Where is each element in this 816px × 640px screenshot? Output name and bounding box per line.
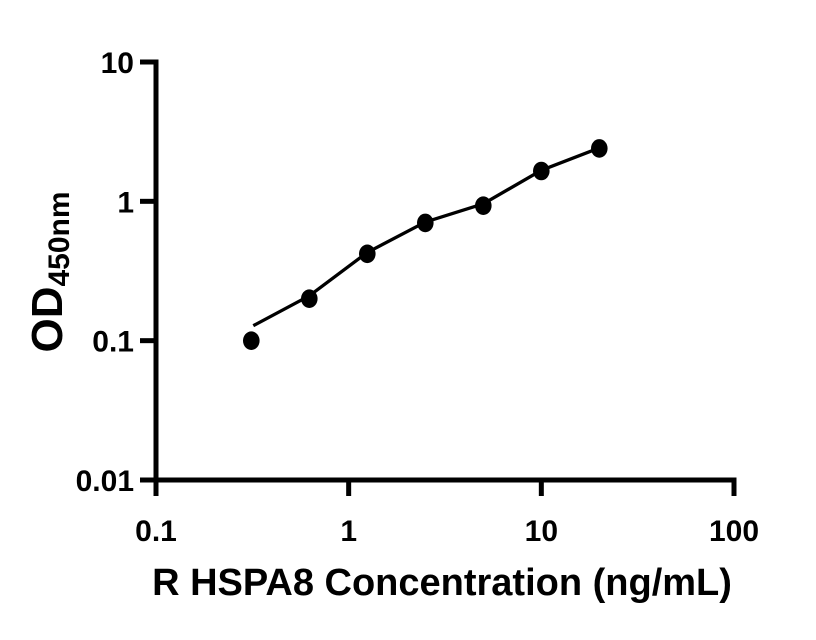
x-tick-label: 10 <box>525 515 558 548</box>
data-point <box>359 244 376 264</box>
data-point <box>591 139 608 158</box>
y-tick-label: 0.01 <box>76 465 134 498</box>
x-axis-title: R HSPA8 Concentration (ng/mL) <box>152 562 732 604</box>
data-point <box>533 161 550 181</box>
data-point <box>301 289 318 309</box>
x-tick-label: 0.1 <box>135 515 177 548</box>
y-axis-title-main: OD <box>23 286 72 353</box>
x-tick-label: 1 <box>340 515 357 548</box>
y-tick-label: 0.1 <box>92 326 134 359</box>
data-point <box>417 213 434 233</box>
y-tick-label: 10 <box>101 47 134 80</box>
y-axis-title-subscript: 450nm <box>43 191 76 287</box>
y-axis-title: OD450nm <box>20 152 76 392</box>
data-point <box>243 331 260 351</box>
y-tick-label: 1 <box>117 186 134 219</box>
x-tick-label: 100 <box>709 515 759 548</box>
data-point <box>475 196 492 215</box>
